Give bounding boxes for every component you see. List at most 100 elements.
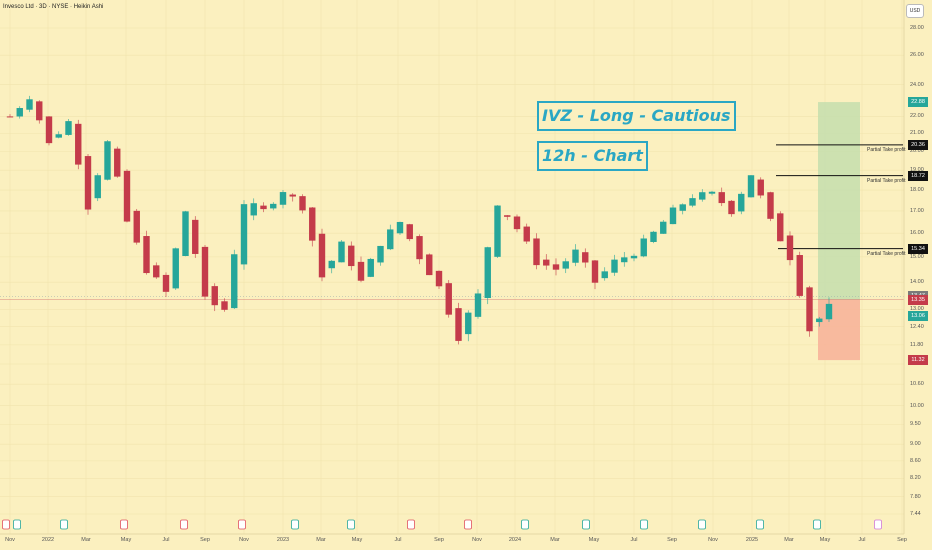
x-tick-label: Nov [5, 537, 15, 543]
event-marker[interactable] [698, 519, 706, 530]
y-tick-label: 7.44 [910, 511, 921, 517]
candle-body [416, 236, 423, 260]
event-marker[interactable] [2, 519, 10, 530]
x-tick-label: Mar [316, 537, 326, 543]
candle-body [114, 148, 121, 177]
event-marker[interactable] [813, 519, 821, 530]
x-tick-label: May [351, 537, 363, 543]
x-tick-label: Jul [162, 537, 170, 543]
candle-body [406, 224, 413, 240]
event-marker[interactable] [521, 519, 529, 530]
annotation-timeframe[interactable]: 12h - Chart [537, 141, 648, 171]
x-tick-label: Sep [897, 537, 907, 543]
candle-body [708, 191, 716, 194]
event-marker[interactable] [582, 519, 590, 530]
y-tick-label: 26.00 [910, 52, 924, 59]
candle-body [718, 192, 725, 204]
candle-body [45, 116, 53, 144]
price-tag-last-price: 13.06 [908, 310, 928, 321]
event-marker[interactable] [238, 519, 246, 530]
candle-body [786, 235, 794, 261]
candle-body [367, 258, 374, 277]
event-marker[interactable] [120, 519, 128, 530]
y-tick-label: 19.00 [910, 167, 924, 173]
candle-body [777, 213, 784, 242]
candle-body [396, 221, 404, 234]
y-tick-label: 16.00 [910, 230, 924, 237]
currency-button[interactable]: USD [906, 4, 924, 18]
event-marker[interactable] [347, 519, 355, 530]
x-tick-label: Mar [81, 537, 91, 543]
event-marker[interactable] [407, 519, 415, 530]
event-markers[interactable] [2, 519, 882, 530]
y-tick-label: 9.50 [910, 421, 921, 428]
price-tag-stop: 11.32 [908, 355, 928, 366]
x-tick-label: Sep [200, 537, 210, 543]
event-marker[interactable] [640, 519, 648, 530]
annotation-strategy[interactable]: IVZ - Long - Cautious [537, 101, 736, 131]
take-profit-label: Partial Take profit [867, 250, 906, 257]
event-marker[interactable] [180, 519, 188, 530]
candle-body [582, 252, 589, 263]
event-marker[interactable] [756, 519, 764, 530]
candle-body [192, 219, 199, 254]
candle-body [650, 231, 657, 242]
candle-body [689, 198, 696, 206]
x-tick-label: 2022 [41, 537, 55, 543]
candle-body [562, 261, 569, 269]
candle-body [357, 261, 365, 281]
x-tick-label: May [588, 537, 600, 543]
event-marker[interactable] [60, 519, 68, 530]
candle-body [289, 194, 296, 197]
candle-body [182, 211, 189, 257]
candle-body [484, 247, 491, 299]
candle-body [309, 207, 316, 241]
price-tag-tp1: 20.36 [908, 139, 928, 150]
candle-body [806, 287, 813, 332]
candle-body [162, 274, 170, 292]
candle-body [465, 312, 472, 335]
x-tick-label: Sep [667, 537, 677, 543]
candle-body [445, 283, 452, 315]
candle-body [630, 255, 638, 259]
candle-body [494, 205, 501, 257]
candle-body [260, 205, 267, 210]
take-profit-lines[interactable] [776, 144, 903, 250]
event-marker[interactable] [291, 519, 299, 530]
candle-body [328, 260, 335, 269]
stop-zone[interactable] [818, 299, 860, 361]
y-tick-label: 21.00 [910, 130, 924, 137]
candle-body [825, 303, 833, 320]
candle-body [543, 259, 550, 266]
x-tick-label: Nov [472, 537, 482, 543]
event-marker[interactable] [874, 519, 882, 530]
grid-lines [0, 0, 904, 534]
candle-body [816, 318, 823, 323]
candle-body [738, 193, 745, 212]
x-tick-label: May [819, 537, 831, 543]
candle-body [75, 123, 82, 165]
x-tick-label: Jul [394, 537, 402, 543]
x-tick-label: Mar [784, 537, 794, 543]
candle-body [123, 170, 131, 222]
candle-body [435, 270, 443, 287]
target-zone[interactable] [818, 102, 860, 300]
candle-body [153, 265, 160, 278]
candle-body [591, 260, 599, 283]
candle-body [796, 255, 803, 296]
event-marker[interactable] [13, 519, 21, 530]
x-tick-label: 2025 [745, 537, 759, 543]
candle-body [104, 141, 111, 180]
candle-body [504, 215, 511, 217]
price-tag-target: 22.88 [908, 97, 928, 108]
candle-body [133, 210, 140, 243]
event-marker[interactable] [464, 519, 472, 530]
x-tick-label: 2023 [276, 537, 290, 543]
y-tick-label: 14.00 [910, 279, 924, 286]
price-tag-tp3: 15.34 [908, 243, 928, 254]
y-tick-label: 9.00 [910, 441, 921, 448]
candle-body [6, 116, 14, 118]
y-tick-label: 28.00 [910, 25, 924, 31]
candle-body [211, 286, 218, 306]
